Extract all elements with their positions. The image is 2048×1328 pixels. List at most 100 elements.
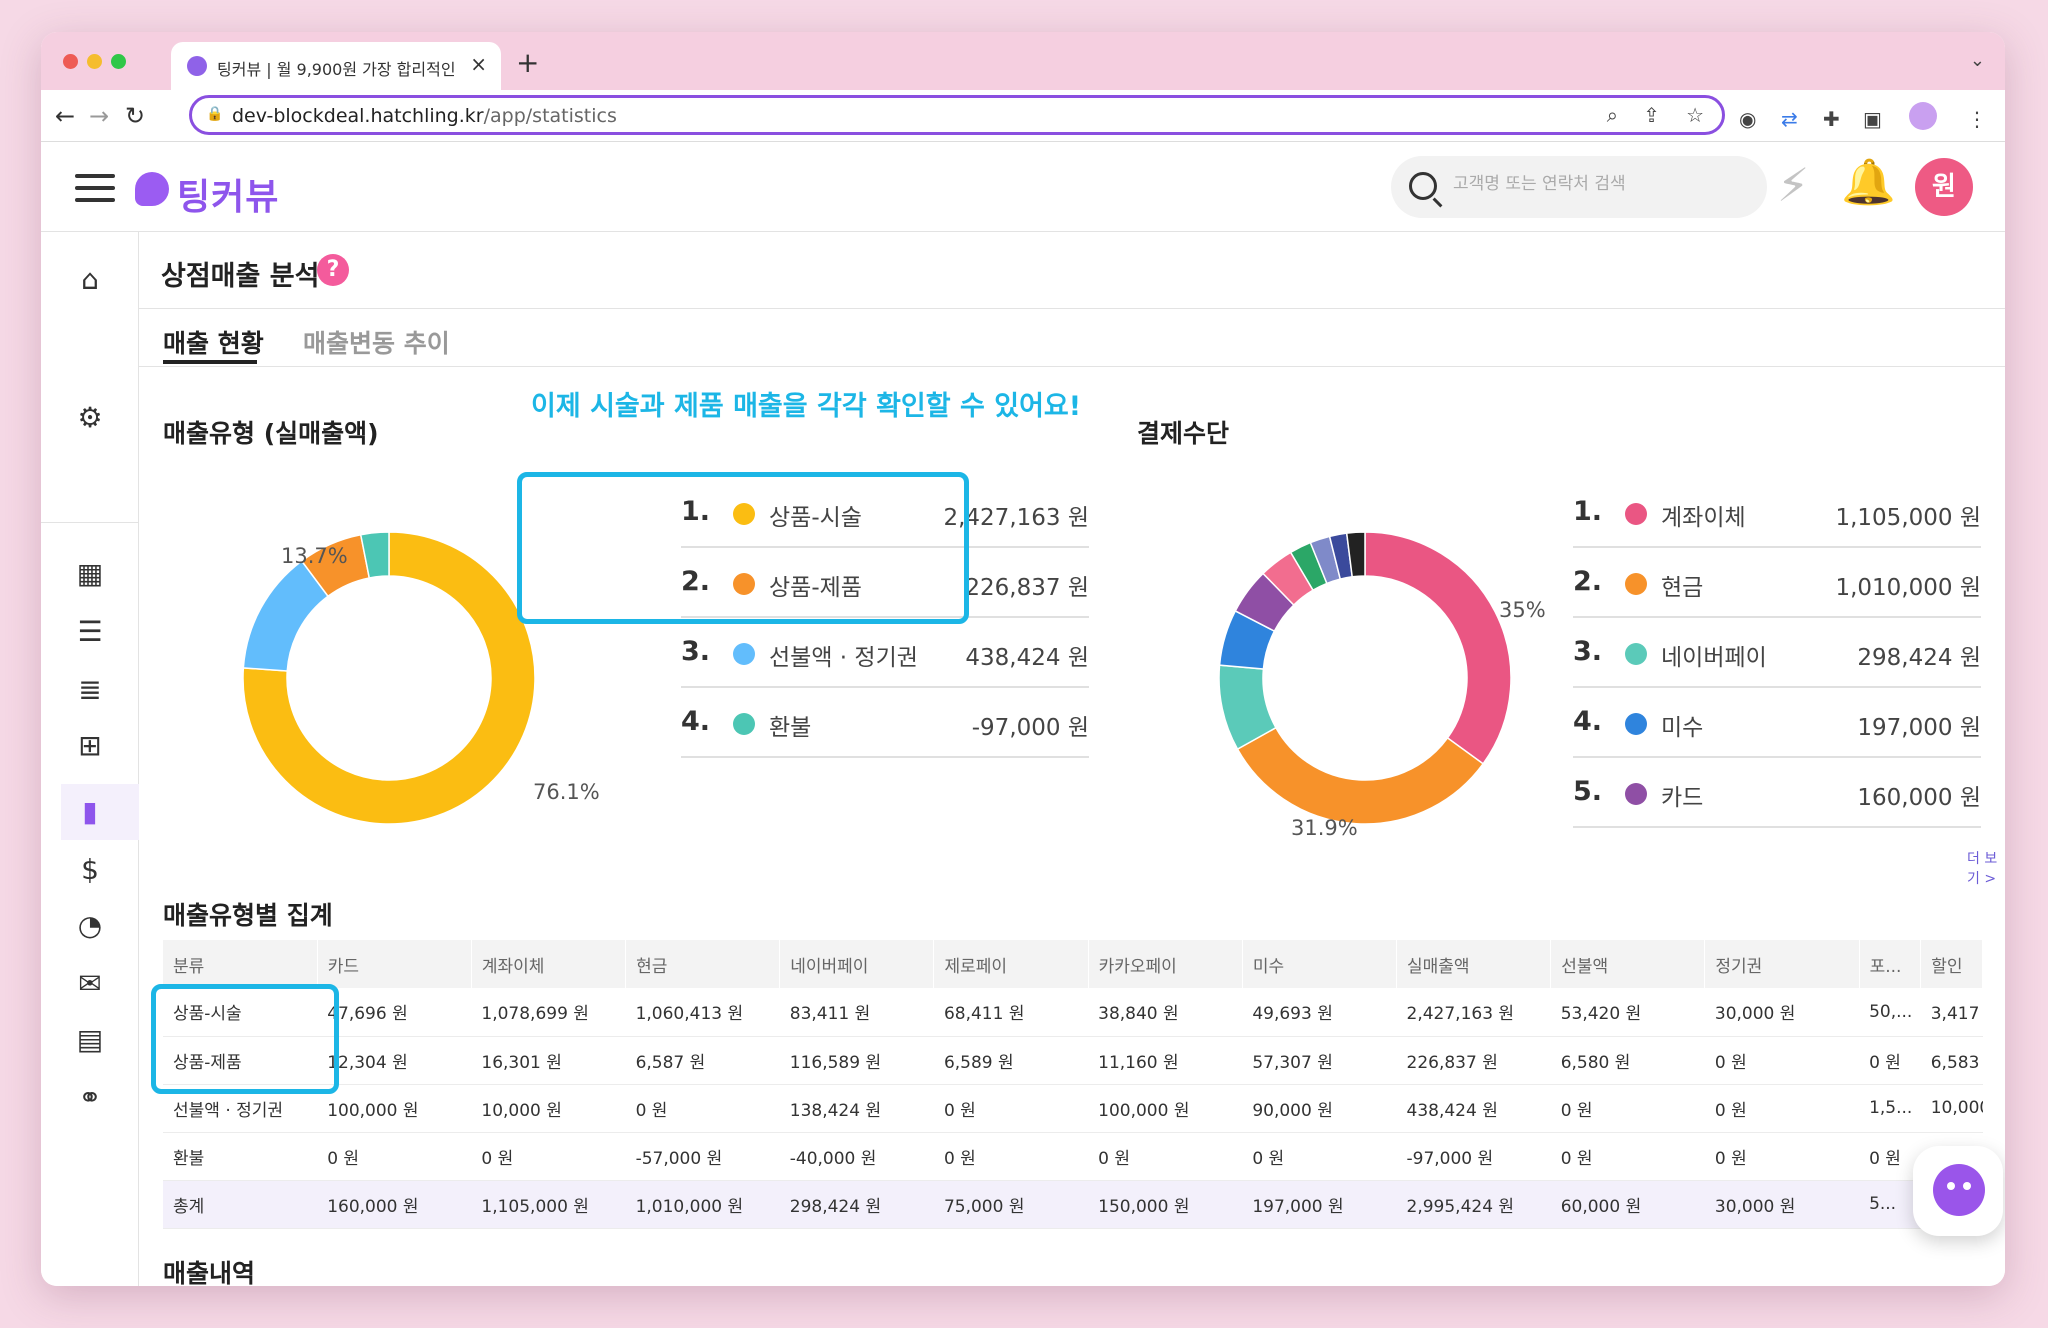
- customer-search[interactable]: [1391, 156, 1767, 218]
- table-cell: 197,000 원: [1242, 1180, 1397, 1229]
- table-cell: 57,307 원: [1242, 1036, 1397, 1085]
- reload-icon[interactable]: ↻: [125, 102, 146, 130]
- table-row: 총계 160,000 원 1,105,000 원 1,010,000 원 298,424…: [163, 1180, 1983, 1229]
- chatbot-button[interactable]: [1913, 1146, 2003, 1236]
- column-header[interactable]: 할인: [1920, 940, 1983, 988]
- home-icon[interactable]: ⌂: [81, 263, 99, 296]
- menu-icon[interactable]: ⋮: [1967, 107, 1987, 131]
- column-header[interactable]: 선불액: [1550, 940, 1706, 988]
- column-header[interactable]: 현금: [625, 940, 781, 988]
- column-header[interactable]: 포...: [1859, 940, 1922, 988]
- column-header[interactable]: 네이버페이: [779, 940, 935, 988]
- close-window-button[interactable]: [63, 54, 78, 69]
- chart-label: 35%: [1499, 598, 1546, 622]
- table-cell: 0 원: [1859, 1036, 1921, 1085]
- translate-icon[interactable]: ⇄: [1781, 107, 1798, 131]
- calendar-icon[interactable]: ▦: [76, 557, 104, 590]
- legend-value: 197,000 원: [1857, 715, 1981, 741]
- donut-slice-2[interactable]: [1236, 726, 1485, 825]
- pie-chart-icon[interactable]: ◔: [77, 909, 103, 942]
- tab-close-icon[interactable]: ×: [470, 52, 487, 76]
- browser-tab[interactable]: 팅커뷰 | 월 9,900원 가장 합리적인 ×: [171, 42, 501, 90]
- summary-title: 매출유형별 집계: [163, 901, 333, 930]
- table-cell: 1,078,699 원: [471, 988, 626, 1037]
- share-icon[interactable]: ⇪: [1643, 103, 1660, 127]
- legend-dot-icon: [733, 573, 755, 595]
- favicon-icon: [187, 56, 207, 76]
- column-header[interactable]: 분류: [163, 940, 318, 988]
- legend-rank: 1.: [681, 496, 711, 527]
- table-cell: 116,589 원: [779, 1036, 934, 1085]
- main-content: 상점매출 분석 ? 매출 현황 매출변동 추이 매출유형 (실매출액) 이제 시…: [139, 232, 2005, 1286]
- sidebar: ⌂ ⚙ ▦ ☰ ≣ ⊞ ▮ $ ◔ ✉ ▤ ⚭: [41, 232, 139, 1286]
- table-cell: 0 원: [1550, 1132, 1705, 1181]
- legend-dot-icon: [733, 503, 755, 525]
- maximize-window-button[interactable]: [111, 54, 126, 69]
- column-header[interactable]: 계좌이체: [471, 940, 627, 988]
- dollar-icon[interactable]: $: [81, 853, 99, 886]
- new-tab-icon[interactable]: +: [516, 46, 540, 79]
- column-header[interactable]: 미수: [1242, 940, 1398, 988]
- forward-icon[interactable]: →: [89, 102, 110, 130]
- lightning-icon[interactable]: ⚡: [1777, 158, 1810, 212]
- link-icon[interactable]: ⚭: [78, 1081, 102, 1114]
- table-cell: 100,000 원: [1088, 1084, 1243, 1133]
- donut-slice-4[interactable]: [359, 531, 390, 579]
- sales-history-title: 매출내역: [163, 1259, 256, 1286]
- minimize-window-button[interactable]: [87, 54, 102, 69]
- table-cell: 환불: [163, 1132, 318, 1181]
- address-bar[interactable]: 🔒 dev-blockdeal.hatchling.kr/app/statist…: [189, 95, 1725, 135]
- sales-type-legend-item: 1. 상품-시술 2,427,163 원: [681, 478, 1089, 548]
- bookmark-star-icon[interactable]: ☆: [1686, 103, 1704, 127]
- donut-slice-1[interactable]: [1364, 531, 1512, 765]
- column-header[interactable]: 제로페이: [933, 940, 1089, 988]
- donut-slice-1[interactable]: [242, 531, 536, 825]
- tab-sales-status[interactable]: 매출 현황: [163, 329, 264, 358]
- help-icon[interactable]: ?: [317, 254, 349, 286]
- mail-icon[interactable]: ✉: [78, 967, 102, 1000]
- add-file-icon[interactable]: ⊞: [78, 729, 102, 762]
- archive-icon[interactable]: ▤: [76, 1023, 104, 1056]
- bar-chart-icon[interactable]: ▮: [82, 795, 98, 828]
- search-input[interactable]: [1453, 174, 1743, 194]
- document-icon[interactable]: ☰: [77, 615, 103, 648]
- logo-text[interactable]: 팅커뷰: [177, 177, 280, 218]
- camera-icon[interactable]: ◉: [1739, 107, 1757, 131]
- table-cell: -97,000 원: [1396, 1132, 1551, 1181]
- legend-value: 160,000 원: [1857, 785, 1981, 811]
- database-icon[interactable]: ≣: [78, 673, 102, 706]
- tab-sales-trend[interactable]: 매출변동 추이: [303, 329, 450, 358]
- more-link[interactable]: 더 보기 >: [1967, 851, 1998, 887]
- column-header[interactable]: 정기권: [1704, 940, 1860, 988]
- column-header[interactable]: 실매출액: [1396, 940, 1552, 988]
- tab-strip: 팅커뷰 | 월 9,900원 가장 합리적인 × + ⌄: [41, 32, 2005, 90]
- column-header[interactable]: 카카오페이: [1088, 940, 1243, 988]
- table-cell: 1,060,413 원: [625, 988, 780, 1037]
- url-text[interactable]: dev-blockdeal.hatchling.kr/app/statistic…: [232, 105, 617, 127]
- user-avatar[interactable]: 원: [1915, 158, 1973, 216]
- sidepanel-icon[interactable]: ▣: [1863, 107, 1882, 131]
- back-icon[interactable]: ←: [55, 102, 76, 130]
- table-cell: 38,840 원: [1088, 988, 1243, 1037]
- gear-icon[interactable]: ⚙: [77, 401, 103, 434]
- active-tab-indicator: [163, 360, 257, 364]
- profile-avatar[interactable]: [1909, 102, 1937, 130]
- legend-rank: 4.: [1573, 706, 1603, 737]
- legend-dot-icon: [1625, 643, 1647, 665]
- logo-icon: [135, 172, 169, 206]
- table-cell: 2,427,163 원: [1396, 988, 1551, 1037]
- zoom-icon[interactable]: ⌕: [1606, 103, 1618, 127]
- column-header[interactable]: 카드: [317, 940, 472, 988]
- bell-icon[interactable]: 🔔: [1841, 157, 1896, 208]
- legend-label: 선불액 · 정기권: [769, 645, 918, 671]
- tab-title: 팅커뷰 | 월 9,900원 가장 합리적인: [217, 60, 456, 79]
- hamburger-menu-icon[interactable]: [75, 174, 115, 202]
- donut-slice-10[interactable]: [1345, 531, 1366, 578]
- payment-legend-item: 1. 계좌이체 1,105,000 원: [1573, 478, 1981, 548]
- extensions-icon[interactable]: ✚: [1823, 107, 1840, 131]
- annotation-callout: 이제 시술과 제품 매출을 각각 확인할 수 있어요!: [531, 391, 1082, 422]
- chevron-down-icon[interactable]: ⌄: [1969, 50, 1985, 71]
- legend-value: 226,837 원: [965, 575, 1089, 601]
- app-header: 팅커뷰 ⚡ 🔔 원: [41, 142, 2005, 232]
